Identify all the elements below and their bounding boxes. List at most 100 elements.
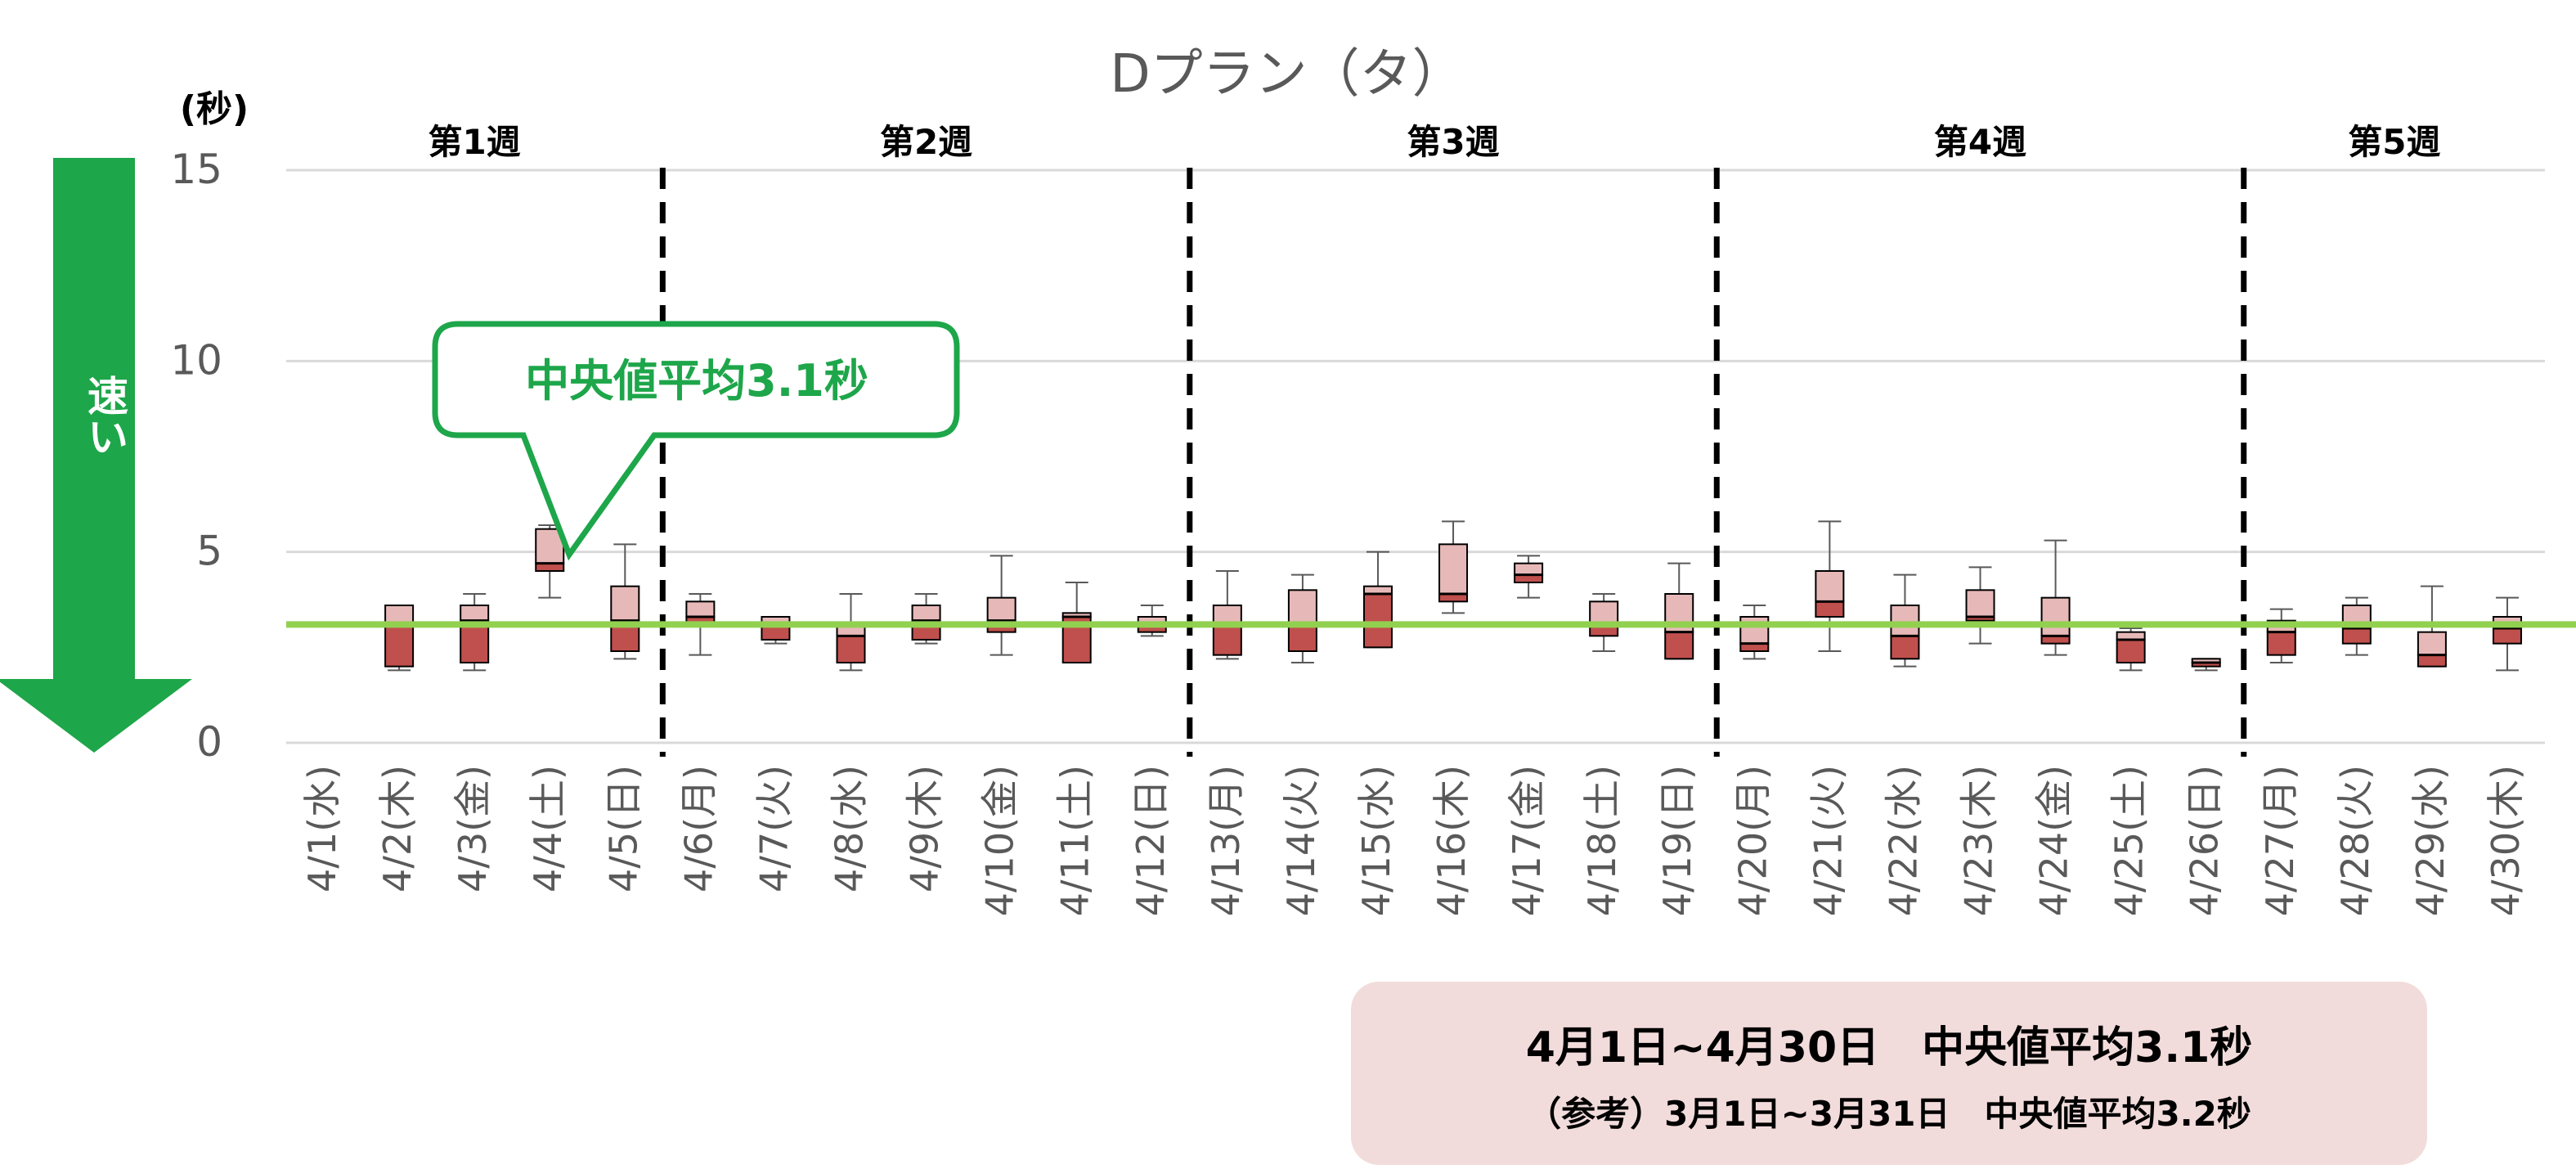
box-25 (2116, 627, 2146, 672)
x-tick-label: 4/8(水) (828, 765, 872, 892)
x-tick-label: 4/19(日) (1655, 765, 1699, 916)
box-upper (986, 596, 1016, 622)
x-tick-label: 4/1(水) (300, 765, 344, 892)
box-lower (384, 623, 415, 668)
x-tick-label: 4/29(水) (2408, 765, 2453, 916)
week-labels: 第1週 第2週 第3週 第4週 第5週 (429, 122, 2441, 162)
x-tick-label: 4/16(木) (1429, 765, 1474, 916)
x-tick-label: 4/7(火) (752, 765, 796, 892)
box-3 (460, 593, 490, 672)
box-upper (610, 585, 640, 622)
week-label: 第4週 (1934, 122, 2026, 162)
summary-box: 4月1日~4月30日 中央値平均3.1秒 （参考）3月1日~3月31日 中央値平… (1351, 982, 2427, 1165)
week-label: 第1週 (429, 122, 521, 162)
box-upper (1589, 600, 1619, 626)
x-tick-label: 4/9(木) (903, 765, 947, 892)
x-tick-label: 4/5(日) (601, 765, 645, 892)
x-tick-label: 4/26(日) (2183, 765, 2227, 916)
y-axis-unit-label: (秒) (180, 88, 249, 130)
x-tick-label: 4/13(月) (1204, 765, 1248, 916)
box-upper (911, 605, 941, 622)
box-upper (1514, 562, 1544, 576)
box-lower (2116, 639, 2146, 663)
box-15 (1362, 551, 1393, 649)
week-label: 第2週 (880, 122, 972, 162)
x-tick-label: 4/22(水) (1881, 765, 1925, 916)
x-tick-label: 4/6(月) (676, 765, 720, 892)
x-tick-label: 4/30(木) (2484, 765, 2528, 916)
box-upper (460, 605, 490, 622)
x-tick-label: 4/23(木) (1957, 765, 2001, 916)
x-tick-label: 4/4(土) (526, 765, 570, 892)
y-tick-label: 5 (196, 528, 222, 575)
box-lower (1287, 623, 1317, 652)
box-upper (2040, 596, 2071, 637)
box-lower (1212, 623, 1242, 656)
callout-bubble (432, 321, 960, 561)
box-series (384, 520, 2522, 672)
callout-text: 中央値平均3.1秒 (525, 354, 868, 407)
speed-label: 速い (81, 375, 128, 456)
summary-main: 4月1日~4月30日 中央値平均3.1秒 (1525, 1023, 2253, 1072)
box-9 (911, 593, 941, 645)
week-dividers (659, 168, 2247, 757)
x-tick-labels: 4/1(水) 4/2(木) 4/3(金) 4/4(土) 4/5(日) 4/6(月) 4/7(… (300, 765, 2528, 916)
x-tick-label: 4/24(金) (2032, 765, 2076, 916)
x-tick-label: 4/14(火) (1279, 765, 1323, 916)
box-21 (1815, 520, 1845, 652)
x-tick-label: 4/21(火) (1806, 765, 1850, 916)
week-label: 第5週 (2348, 122, 2440, 162)
box-upper (1739, 616, 1770, 645)
box-lower (1815, 600, 1845, 618)
x-tick-label: 4/25(土) (2107, 765, 2152, 916)
box-lower (2417, 654, 2447, 668)
box-7 (761, 616, 791, 645)
x-tick-label: 4/15(水) (1354, 765, 1398, 916)
box-upper (1815, 570, 1845, 603)
box-lower (2341, 627, 2372, 645)
chart-title: Dプラン（タ） (1110, 44, 1464, 105)
x-tick-label: 4/20(月) (1730, 765, 1775, 916)
box-5 (610, 543, 640, 660)
box-upper (2417, 631, 2447, 656)
box-8 (836, 593, 866, 672)
box-upper (1438, 543, 1469, 595)
box-22 (1890, 573, 1920, 668)
x-tick-label: 4/11(土) (1053, 765, 1097, 916)
box-lower (2492, 627, 2522, 645)
week-label: 第3週 (1407, 122, 1499, 162)
x-tick-label: 4/18(土) (1580, 765, 1624, 916)
x-tick-label: 4/10(金) (978, 765, 1022, 916)
y-tick-label: 0 (196, 718, 222, 766)
box-lower (1362, 593, 1393, 649)
speed-arrow-icon (0, 158, 192, 753)
box-4 (535, 524, 565, 599)
box-upper (685, 600, 716, 618)
x-tick-label: 4/12(日) (1129, 765, 1173, 916)
y-tick-labels: 0 5 10 15 (170, 146, 222, 766)
box-lower (2266, 631, 2296, 656)
box-13 (1212, 570, 1242, 660)
box-19 (1664, 562, 1694, 660)
x-tick-label: 4/3(金) (451, 765, 495, 892)
box-24 (2040, 539, 2071, 656)
box-17 (1514, 555, 1544, 599)
box-2 (384, 605, 415, 672)
y-tick-label: 15 (170, 146, 222, 193)
y-tick-label: 10 (170, 336, 222, 384)
box-6 (685, 593, 716, 656)
x-tick-label: 4/17(金) (1505, 765, 1549, 916)
box-26 (2191, 658, 2221, 672)
box-lower (1664, 631, 1694, 660)
x-tick-label: 4/2(木) (375, 765, 420, 892)
box-lower (1890, 635, 1920, 660)
box-10 (986, 555, 1016, 656)
box-lower (836, 635, 866, 663)
x-tick-label: 4/28(火) (2333, 765, 2377, 916)
box-14 (1287, 573, 1317, 663)
box-27 (2266, 608, 2296, 663)
box-upper (1890, 605, 1920, 637)
summary-reference: （参考）3月1日~3月31日 中央値平均3.2秒 (1527, 1094, 2251, 1134)
box-30 (2492, 596, 2522, 672)
box-20 (1739, 605, 1770, 660)
